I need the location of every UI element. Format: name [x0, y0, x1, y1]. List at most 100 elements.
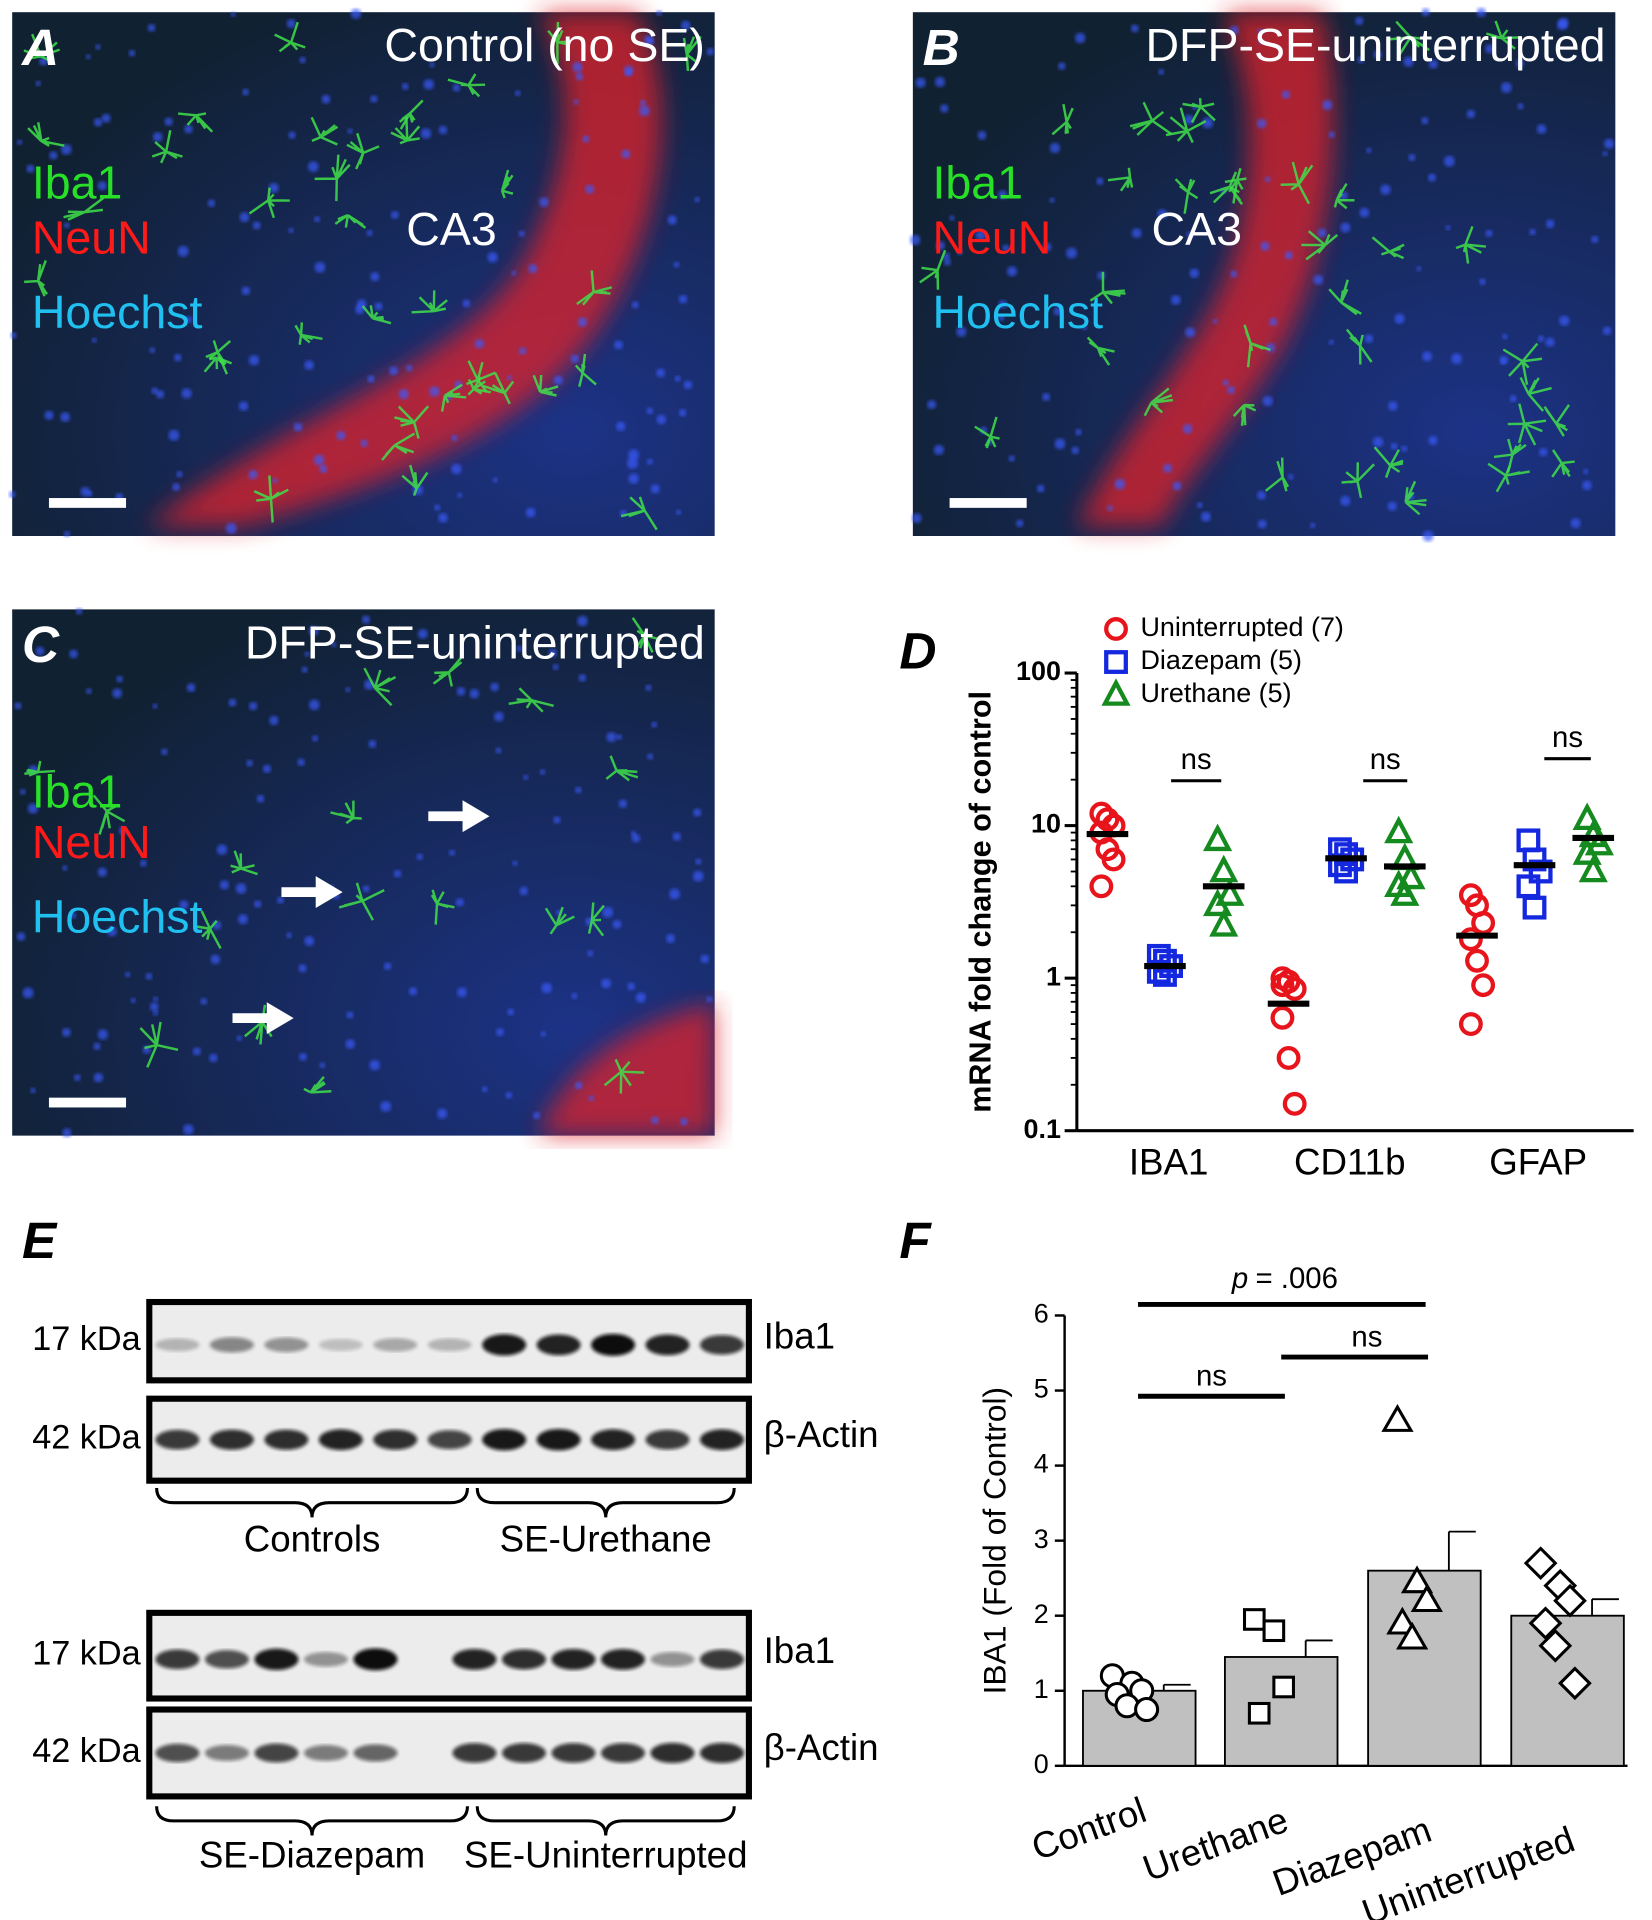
nucleus: [1485, 44, 1495, 54]
microglia: [230, 850, 258, 876]
nucleus: [1058, 62, 1066, 70]
microglia: [1243, 324, 1271, 368]
nucleus: [1427, 173, 1436, 182]
microglia: [1280, 161, 1314, 205]
annotation: ns: [1181, 743, 1212, 776]
nucleus: [1582, 480, 1592, 491]
nucleus: [1287, 474, 1294, 480]
nucleus: [506, 375, 513, 381]
microglia: [1551, 449, 1575, 478]
nucleus: [1583, 468, 1589, 475]
nucleus: [650, 484, 660, 494]
microglia: [346, 132, 380, 170]
data-point: [1553, 1583, 1587, 1618]
microglia: [1519, 376, 1552, 412]
nucleus: [495, 1028, 504, 1037]
nucleus: [19, 789, 26, 795]
blot-band: [645, 1334, 690, 1356]
nucleus: [571, 993, 578, 999]
microglia: [1182, 98, 1216, 124]
nucleus: [16, 932, 26, 941]
nucleus: [651, 1116, 659, 1125]
nucleus: [408, 987, 418, 996]
nucleus: [672, 832, 682, 841]
nucleus: [507, 1008, 515, 1016]
nucleus: [393, 869, 402, 878]
data-point: [1558, 1666, 1592, 1701]
nucleus: [147, 23, 156, 32]
nucleus: [665, 933, 675, 943]
nucleus: [585, 184, 595, 194]
nucleus: [493, 711, 504, 722]
brace: [475, 1487, 736, 1518]
nucleus: [673, 261, 680, 268]
nucleus: [570, 354, 580, 364]
kda-label: 42 kDa: [32, 1419, 141, 1457]
data-point: [1522, 895, 1547, 920]
nucleus: [452, 83, 461, 92]
microglia: [253, 475, 289, 523]
nucleus: [69, 912, 77, 919]
group-label: SE-Uninterrupted: [464, 1834, 748, 1875]
data-point: [1578, 854, 1608, 883]
data-point: [1396, 861, 1426, 890]
nucleus: [1340, 222, 1351, 233]
nucleus: [314, 216, 321, 223]
kda-label: 17 kDa: [32, 1635, 141, 1673]
panel-letter: F: [899, 1211, 932, 1269]
nucleus: [656, 414, 667, 425]
protein-label: β-Actin: [764, 1414, 879, 1455]
data-point: [1146, 959, 1171, 984]
nucleus: [692, 870, 704, 882]
nucleus: [680, 1117, 688, 1126]
blot-band: [264, 1337, 309, 1353]
nucleus: [511, 270, 517, 276]
nucleus: [1182, 424, 1193, 434]
nucleus: [1002, 244, 1010, 252]
nucleus: [1602, 151, 1608, 157]
nucleus: [438, 512, 448, 523]
nucleus: [128, 49, 136, 57]
stain-label: Iba1: [932, 156, 1023, 208]
microglia: [1341, 462, 1375, 499]
nucleus: [1212, 318, 1218, 324]
microglia: [1507, 403, 1547, 446]
nucleus: [237, 914, 248, 925]
nucleus: [225, 522, 237, 534]
nucleus: [85, 54, 91, 60]
nucleus: [674, 375, 681, 382]
microglia: [1265, 457, 1290, 492]
data-point: [1134, 1696, 1160, 1723]
nucleus: [1328, 339, 1334, 345]
nucleus: [1570, 518, 1581, 529]
brace: [155, 1806, 469, 1836]
nucleus: [1053, 307, 1062, 316]
nucleus: [152, 132, 163, 142]
blot-band: [482, 1428, 527, 1451]
nucleus: [706, 996, 713, 1003]
microglia: [508, 687, 554, 713]
nucleus: [1043, 242, 1052, 252]
nucleus: [288, 131, 296, 139]
nucleus: [345, 1039, 356, 1049]
nucleus: [1170, 295, 1181, 305]
data-point: [1209, 909, 1239, 937]
data-point: [1528, 1606, 1563, 1641]
nucleus: [469, 688, 480, 699]
nucleus: [1322, 99, 1333, 111]
nucleus: [462, 299, 471, 308]
blot-band: [254, 1743, 299, 1763]
nucleus: [1262, 395, 1273, 407]
nucleus: [319, 1062, 326, 1069]
nucleus: [75, 607, 83, 615]
y-tick-label: 3: [1034, 1524, 1049, 1554]
microglia: [139, 1021, 179, 1068]
y-tick-label: 5: [1034, 1374, 1049, 1404]
nucleus: [401, 82, 409, 90]
nucleus: [252, 221, 261, 230]
nucleus: [1258, 39, 1264, 45]
nucleus: [331, 642, 337, 648]
arrow: [281, 876, 343, 908]
nucleus: [367, 375, 375, 383]
nucleus: [943, 258, 951, 266]
